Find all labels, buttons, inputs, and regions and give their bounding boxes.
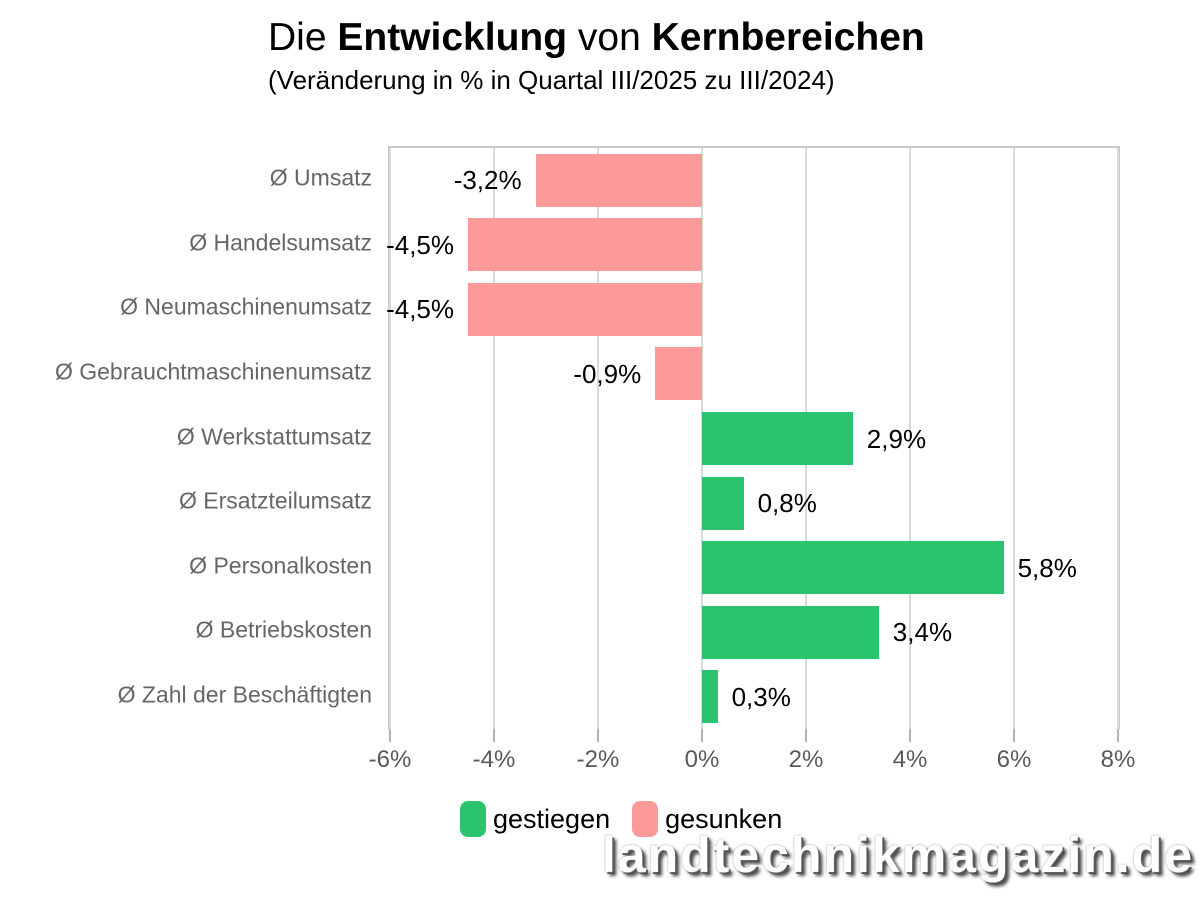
- category-label: Ø Werkstattumsatz: [176, 422, 372, 449]
- gridline: [389, 148, 391, 729]
- x-axis-tick-label: 0%: [684, 746, 720, 773]
- legend-swatch-pink-icon: [632, 801, 659, 837]
- chart-subtitle: (Veränderung in % in Quartal III/2025 zu…: [268, 64, 835, 95]
- bar: [702, 541, 1004, 595]
- bar-value-label: -3,2%: [453, 165, 522, 196]
- x-axis-tick-label: 8%: [1100, 746, 1136, 773]
- bar-value-label: -4,5%: [386, 229, 454, 260]
- bar: [702, 476, 744, 530]
- category-label: Ø Neumaschinenumsatz: [120, 293, 372, 320]
- category-label: Ø Gebrauchtmaschinenumsatz: [54, 358, 372, 385]
- gridline: [1013, 148, 1015, 729]
- bar: [702, 412, 853, 465]
- axis-tick: [389, 729, 391, 742]
- bar: [655, 347, 702, 401]
- axis-tick: [597, 729, 599, 742]
- x-axis-tick-label: -2%: [576, 746, 620, 773]
- watermark: landtechnikmagazin.de: [601, 827, 1194, 883]
- axis-tick: [909, 729, 911, 742]
- gridline: [597, 148, 599, 729]
- bar-value-label: 2,9%: [866, 423, 927, 454]
- legend-swatch-green-icon: [460, 801, 486, 837]
- bar-value-label: -0,9%: [573, 358, 642, 389]
- legend-label: gestiegen: [493, 803, 611, 834]
- title-segment: Die: [268, 16, 338, 59]
- title-segment: von: [567, 16, 652, 59]
- bar: [468, 218, 702, 272]
- bar-value-label: 0,3%: [731, 681, 791, 712]
- axis-tick: [1013, 729, 1015, 742]
- gridline: [1117, 148, 1119, 729]
- chart-title: Die Entwicklung von Kernbereichen: [268, 16, 925, 61]
- legend-item-gesunken: gesunken: [632, 801, 782, 837]
- bar: [468, 282, 702, 336]
- legend-label: gesunken: [665, 803, 783, 834]
- x-axis-tick-label: 4%: [892, 746, 928, 773]
- gridline: [909, 148, 911, 729]
- bar: [535, 153, 702, 207]
- bar-value-label: 3,4%: [892, 617, 953, 648]
- bar-value-label: 5,8%: [1017, 552, 1077, 583]
- legend-item-gestiegen: gestiegen: [460, 801, 610, 837]
- title-segment-bold: Kernbereichen: [651, 16, 925, 59]
- x-axis-tick-label: -4%: [472, 746, 516, 773]
- category-label: Ø Umsatz: [269, 164, 372, 191]
- axis-tick: [1117, 729, 1119, 742]
- axis-tick: [493, 729, 495, 742]
- axis-tick: [805, 729, 807, 742]
- x-axis-tick-label: 6%: [996, 746, 1032, 773]
- category-label: Ø Zahl der Beschäftigten: [117, 681, 372, 708]
- plot-area: -6% -4% -2% 0% 2% 4% 6% 8% -3,2% -4,5% -4,5% -0,9% 2…: [369, 146, 1135, 773]
- legend: gestiegen gesunken: [460, 801, 782, 837]
- category-label: Ø Betriebskosten: [195, 616, 372, 643]
- gridline: [493, 148, 495, 729]
- category-label: Ø Ersatzteilumsatz: [179, 487, 372, 514]
- title-block: Die Entwicklung von Kernbereichen (Verän…: [268, 16, 925, 96]
- x-axis-tick-label: -6%: [368, 746, 412, 773]
- title-segment-bold: Entwicklung: [337, 16, 568, 59]
- x-axis-tick-label: 2%: [788, 746, 824, 773]
- axis-tick: [701, 729, 703, 742]
- category-label: Ø Handelsumsatz: [189, 229, 372, 256]
- bar-value-label: 0,8%: [757, 488, 817, 519]
- bar-value-label: -4,5%: [386, 294, 454, 325]
- bar: [702, 605, 879, 659]
- category-label: Ø Personalkosten: [189, 551, 372, 578]
- bar: [702, 670, 718, 724]
